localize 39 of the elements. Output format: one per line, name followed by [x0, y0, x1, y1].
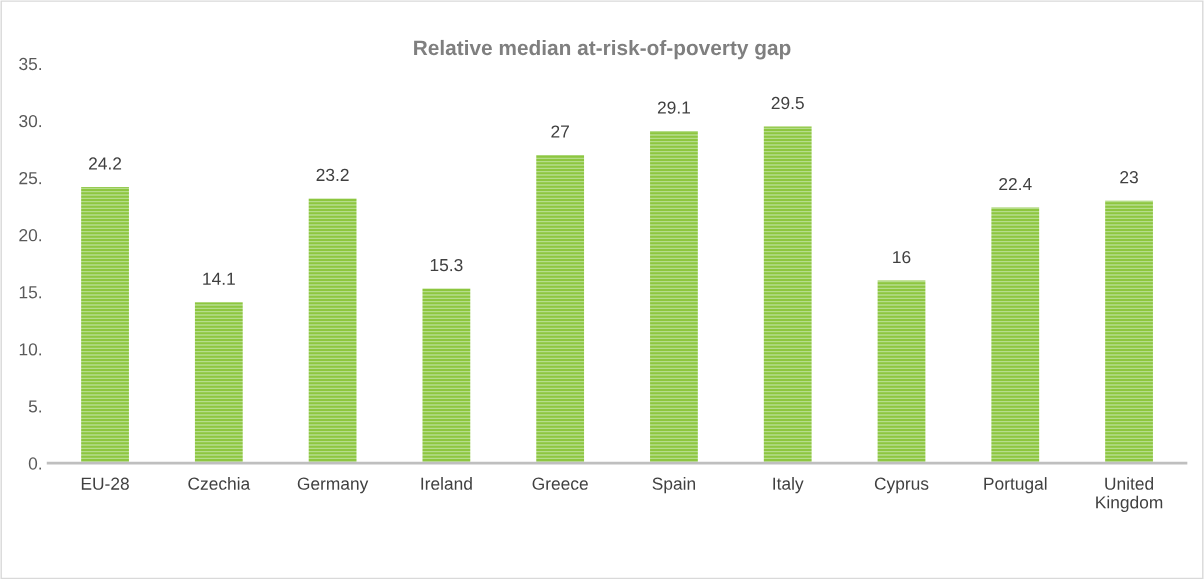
data-label: 15.3 [430, 258, 463, 272]
y-tick-label: 30. [19, 114, 42, 128]
x-tick-label: EU-28 [81, 477, 129, 490]
x-tick-label: Germany [297, 477, 369, 494]
bar [991, 207, 1040, 464]
bar [877, 280, 926, 464]
y-tick-label: 25. [19, 172, 42, 185]
x-tick-label: Ireland [421, 477, 472, 490]
data-label: 29.1 [657, 101, 690, 114]
x-tick-label: Cyprus [874, 477, 929, 494]
bar [1105, 200, 1153, 464]
data-label: 23 [1120, 171, 1138, 184]
data-label: 23.2 [316, 168, 349, 182]
chart-title: Relative median at-risk-of-poverty gap [414, 39, 791, 60]
data-label: 27 [551, 125, 569, 138]
data-label: 14.1 [203, 272, 235, 285]
bar [422, 288, 471, 464]
data-label: 29.5 [771, 96, 804, 110]
bar [536, 155, 585, 464]
bar [194, 302, 243, 464]
y-tick-label: 5. [28, 400, 42, 413]
bar [308, 198, 357, 464]
data-label: 22.4 [999, 177, 1032, 191]
y-tick-label: 20. [19, 229, 42, 242]
y-tick-label: 0. [28, 457, 42, 470]
bar [81, 186, 129, 464]
x-tick-label: Portugal [984, 477, 1047, 494]
x-tick-label: United Kingdom [1096, 477, 1163, 512]
x-tick-label: Spain [652, 477, 696, 494]
data-label: 16 [893, 250, 911, 264]
y-tick-label: 35. [19, 57, 42, 71]
x-tick-label: Greece [532, 477, 588, 490]
x-tick-label: Italy [773, 477, 804, 494]
bar [650, 131, 698, 464]
y-tick-label: 10. [19, 343, 42, 356]
x-tick-label: Czechia [188, 477, 251, 490]
y-tick-label: 15. [19, 286, 42, 299]
bar [763, 126, 812, 464]
data-label: 24.2 [89, 157, 122, 170]
